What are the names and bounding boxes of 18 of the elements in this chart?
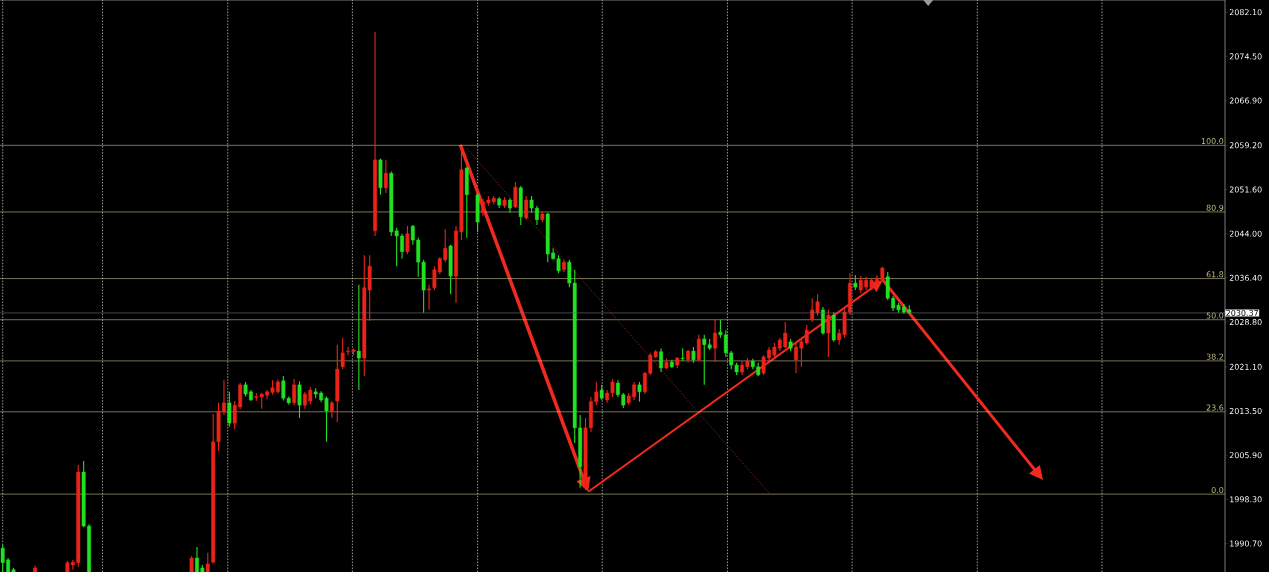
candlestick	[205, 552, 210, 572]
candlestick	[821, 306, 825, 336]
candlestick	[383, 159, 388, 194]
candlestick	[713, 319, 717, 363]
candlestick	[427, 284, 431, 311]
candlestick	[637, 381, 642, 403]
candlestick	[826, 309, 831, 358]
candlestick	[297, 380, 302, 419]
candlestick	[227, 391, 232, 428]
candlestick	[292, 378, 297, 406]
candlestick	[696, 334, 701, 362]
candlestick	[405, 225, 410, 255]
candlestick	[642, 371, 647, 395]
candlestick	[524, 195, 529, 221]
candlestick	[513, 181, 518, 209]
candlestick	[356, 284, 361, 391]
candlestick	[340, 337, 345, 370]
candlestick	[659, 347, 663, 373]
